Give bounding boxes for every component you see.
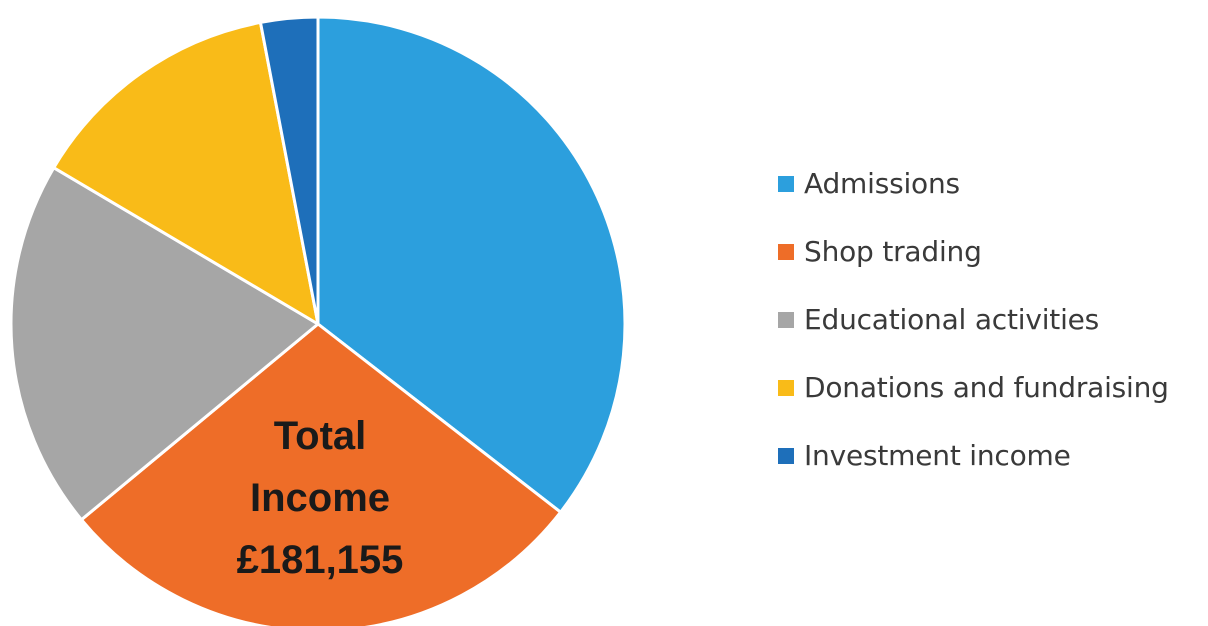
legend-item-educational-activities: Educational activities bbox=[778, 302, 1203, 337]
legend-swatch-investment-income bbox=[778, 447, 794, 464]
pie-slice-shop-trading bbox=[79, 322, 563, 626]
center-label-line-1: Total bbox=[273, 414, 367, 458]
total-income-label: Total Income £181,155 bbox=[190, 405, 450, 591]
pie-slice-admissions bbox=[316, 15, 627, 514]
legend-item-admissions: Admissions bbox=[778, 166, 1203, 201]
pie-slice-investment-income bbox=[258, 15, 320, 326]
pie-slice-educational-activities bbox=[9, 166, 320, 522]
legend-label-admissions: Admissions bbox=[804, 167, 960, 200]
legend-swatch-donations-and-fundraising bbox=[778, 379, 794, 396]
legend-item-investment-income: Investment income bbox=[778, 438, 1203, 473]
legend: Admissions Shop trading Educational acti… bbox=[778, 166, 1203, 506]
legend-item-shop-trading: Shop trading bbox=[778, 234, 1203, 269]
center-label-line-3: £181,155 bbox=[236, 538, 404, 582]
legend-label-investment-income: Investment income bbox=[804, 439, 1071, 472]
legend-label-donations-and-fundraising: Donations and fundraising bbox=[804, 371, 1169, 404]
legend-swatch-educational-activities bbox=[778, 311, 794, 328]
center-label-line-2: Income bbox=[249, 476, 391, 520]
legend-label-educational-activities: Educational activities bbox=[804, 303, 1100, 336]
legend-swatch-admissions bbox=[778, 175, 794, 192]
legend-label-shop-trading: Shop trading bbox=[804, 235, 982, 268]
legend-swatch-shop-trading bbox=[778, 243, 794, 260]
legend-item-donations-and-fundraising: Donations and fundraising bbox=[778, 370, 1203, 405]
pie-slice-donations-and-fundraising bbox=[52, 20, 320, 326]
